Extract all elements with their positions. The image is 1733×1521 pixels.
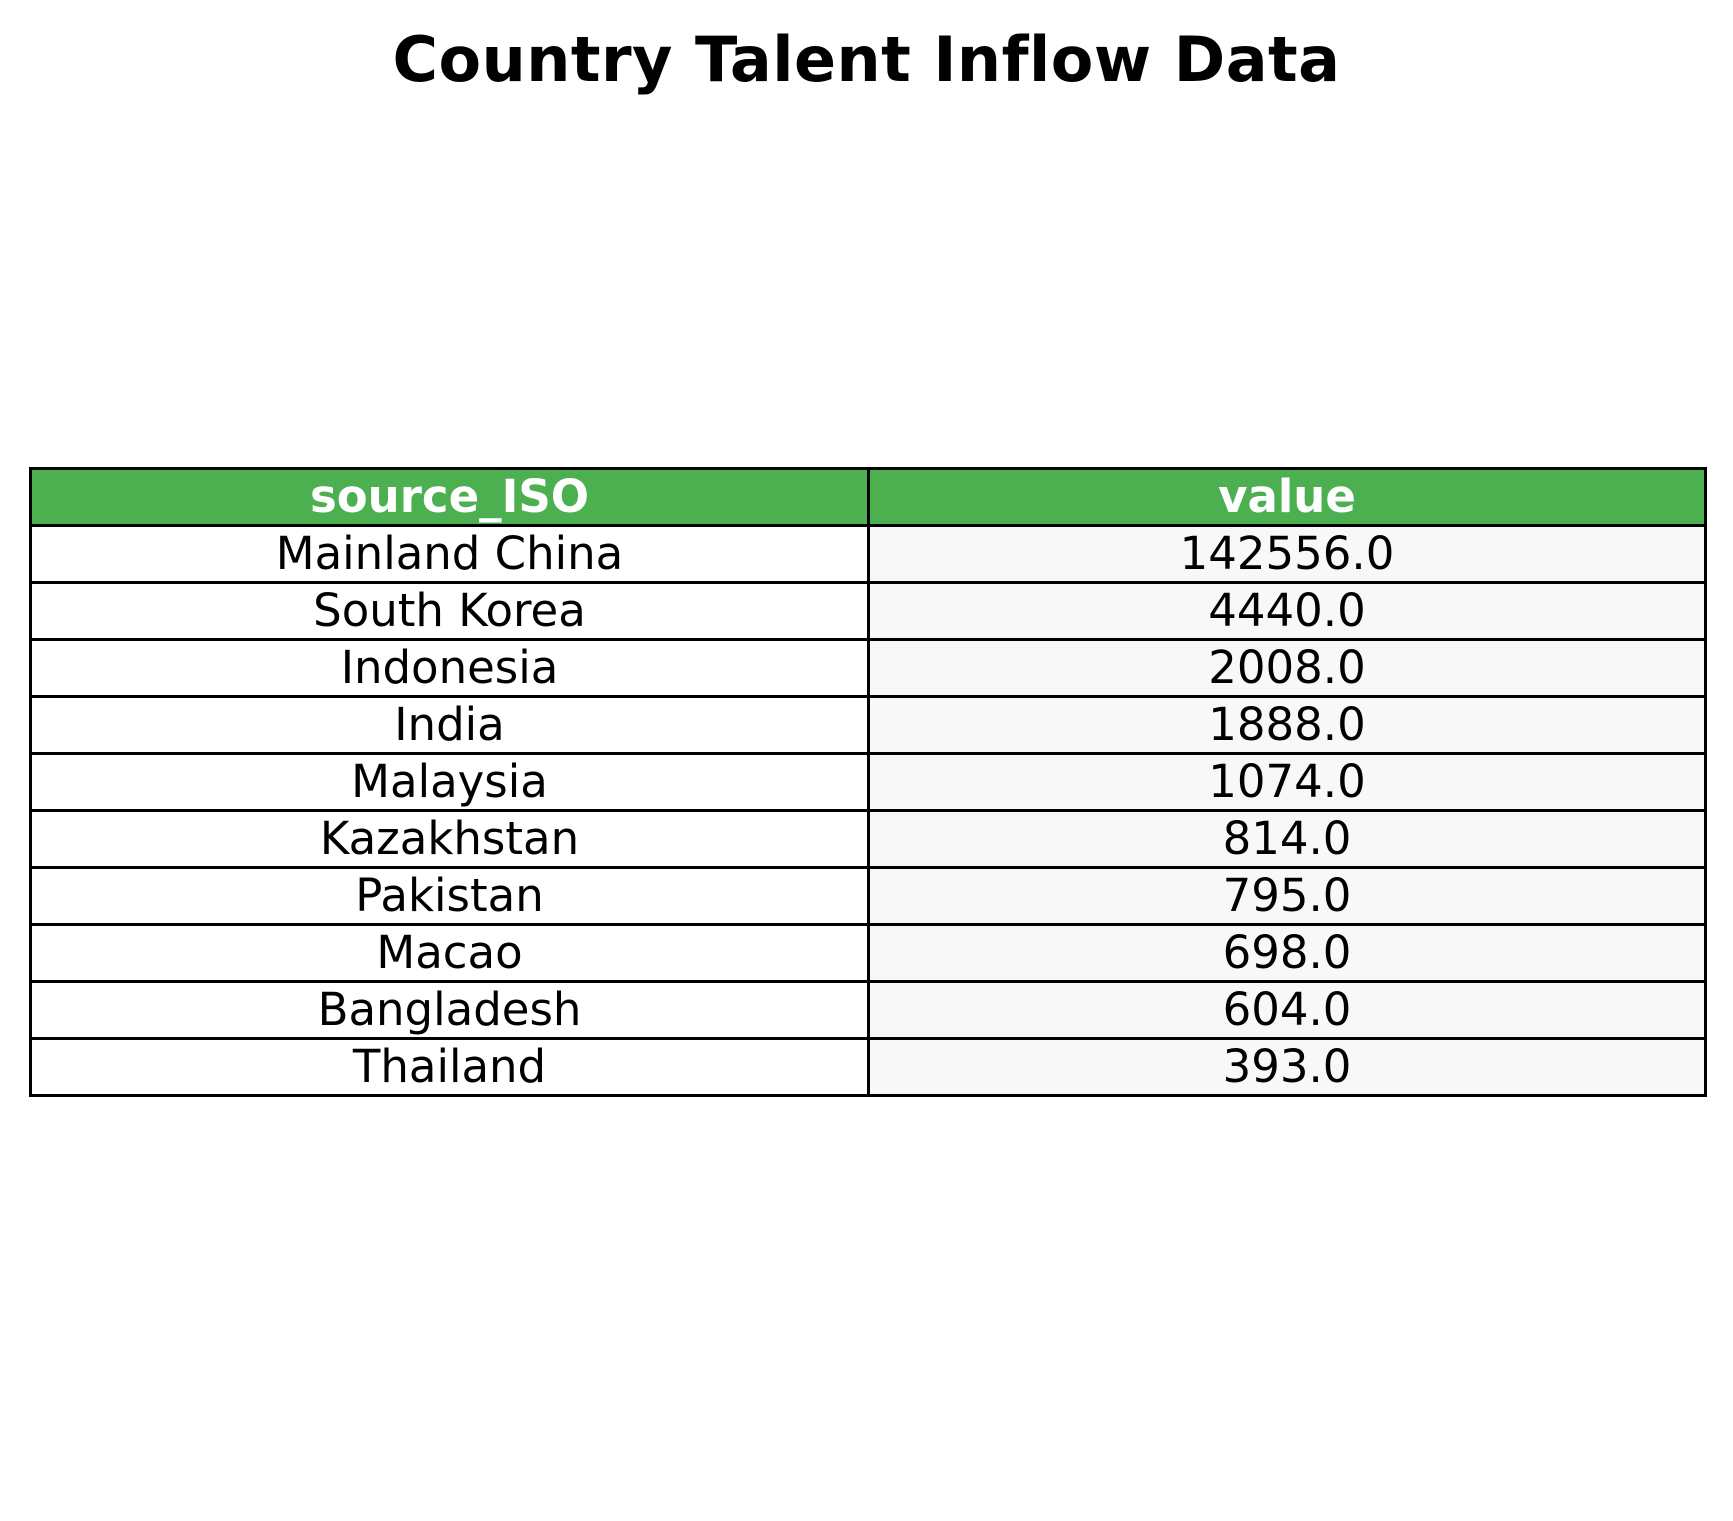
table-header-row: source_ISO value [29, 467, 1707, 527]
value-cell: 1074.0 [867, 752, 1707, 812]
value-cell: 393.0 [867, 1037, 1707, 1097]
table-row: Thailand 393.0 [29, 1037, 1707, 1097]
table-row: Bangladesh 604.0 [29, 980, 1707, 1040]
country-cell: Bangladesh [29, 980, 870, 1040]
value-cell: 795.0 [867, 866, 1707, 926]
country-cell: India [29, 695, 870, 755]
table-row: Macao 698.0 [29, 923, 1707, 983]
data-table-container: source_ISO value Mainland China 142556.0… [29, 467, 1707, 1097]
table-row: Malaysia 1074.0 [29, 752, 1707, 812]
column-header-value: value [867, 467, 1707, 527]
table-row: Kazakhstan 814.0 [29, 809, 1707, 869]
value-cell: 814.0 [867, 809, 1707, 869]
column-header-source-iso: source_ISO [29, 467, 870, 527]
country-cell: Mainland China [29, 524, 870, 584]
country-cell: Thailand [29, 1037, 870, 1097]
value-cell: 698.0 [867, 923, 1707, 983]
country-cell: Indonesia [29, 638, 870, 698]
table-row: Indonesia 2008.0 [29, 638, 1707, 698]
value-cell: 2008.0 [867, 638, 1707, 698]
country-cell: Kazakhstan [29, 809, 870, 869]
value-cell: 1888.0 [867, 695, 1707, 755]
country-cell: Malaysia [29, 752, 870, 812]
value-cell: 142556.0 [867, 524, 1707, 584]
value-cell: 4440.0 [867, 581, 1707, 641]
table-row: Mainland China 142556.0 [29, 524, 1707, 584]
value-cell: 604.0 [867, 980, 1707, 1040]
table-row: India 1888.0 [29, 695, 1707, 755]
table-row: South Korea 4440.0 [29, 581, 1707, 641]
table-row: Pakistan 795.0 [29, 866, 1707, 926]
chart-title: Country Talent Inflow Data [392, 23, 1341, 96]
country-cell: South Korea [29, 581, 870, 641]
data-table: source_ISO value Mainland China 142556.0… [29, 467, 1707, 1097]
country-cell: Pakistan [29, 866, 870, 926]
country-cell: Macao [29, 923, 870, 983]
